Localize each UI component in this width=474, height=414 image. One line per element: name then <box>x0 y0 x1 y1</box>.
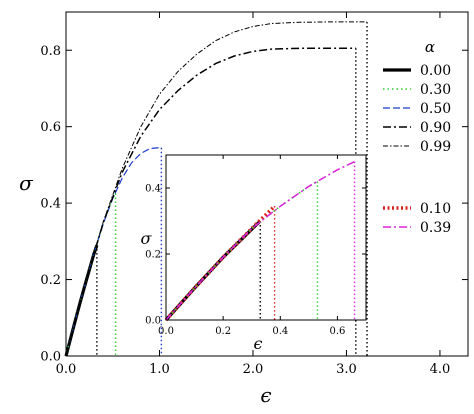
inset-plot-frame <box>165 154 367 321</box>
main-x-tick-label: 1.0 <box>149 362 170 377</box>
inset-y-tick-label: 0.0 <box>145 316 161 327</box>
inset-plot-background <box>166 155 366 320</box>
main-plot-frame <box>65 11 469 357</box>
series-line-0.99 <box>65 21 367 357</box>
legend-label-0.90: 0.90 <box>420 120 451 136</box>
legend-label-0.39: 0.39 <box>420 220 451 236</box>
chart-legend: α 0.00 0.30 0.50 0.90 0.99 0.10 0.39 <box>383 38 451 236</box>
legend-label-0.50: 0.50 <box>420 101 451 117</box>
inset-failure-lines <box>259 161 356 320</box>
legend-label-0.00: 0.00 <box>420 63 451 79</box>
legend-title: α <box>425 38 435 56</box>
inset-x-tick-label: 0.2 <box>215 326 231 337</box>
main-y-axis-label: σ <box>19 171 34 195</box>
main-y-tick-label: 0.8 <box>40 44 61 59</box>
main-y-tick-label: 0.6 <box>40 120 61 135</box>
main-x-tick-label: 2.0 <box>243 362 264 377</box>
main-y-tick-label: 0.0 <box>40 350 61 365</box>
legend-label-0.99: 0.99 <box>420 139 451 155</box>
inset-y-axis-label: σ <box>141 229 153 248</box>
inset-x-tick-label: 0.4 <box>272 326 288 337</box>
main-x-tick-label: 3.0 <box>336 362 357 377</box>
series-line-0.39 <box>165 160 355 321</box>
series-line-0.90 <box>65 47 356 357</box>
inset-y-tick-label: 0.4 <box>145 184 161 195</box>
inset-chart: 0.0 0.2 0.4 0.6 0.0 0.2 0.4 ϵ σ <box>141 154 367 353</box>
inset-series-group <box>164 160 355 322</box>
legend-entries-main: 0.00 0.30 0.50 0.90 0.99 <box>383 63 451 155</box>
main-series-group <box>64 21 367 357</box>
inset-x-axis-label: ϵ <box>254 334 263 353</box>
legend-label-0.10: 0.10 <box>420 201 451 217</box>
series-line-0.50 <box>65 147 162 357</box>
main-axis-ticks: 0.0 1.0 2.0 3.0 4.0 0.0 0.2 0.4 0.6 0.8 <box>40 12 468 377</box>
inset-x-tick-label: 0.6 <box>329 326 345 337</box>
main-y-tick-label: 0.4 <box>40 197 61 212</box>
main-x-axis-label: ϵ <box>260 383 271 407</box>
main-y-tick-label: 0.2 <box>40 273 61 288</box>
legend-entries-inset: 0.10 0.39 <box>383 201 451 236</box>
inset-x-tick-label: 0.0 <box>158 326 174 337</box>
main-x-tick-label: 4.0 <box>430 362 451 377</box>
inset-y-tick-label: 0.2 <box>145 250 161 261</box>
main-x-tick-label: 0.0 <box>56 362 77 377</box>
legend-label-0.30: 0.30 <box>420 82 451 98</box>
